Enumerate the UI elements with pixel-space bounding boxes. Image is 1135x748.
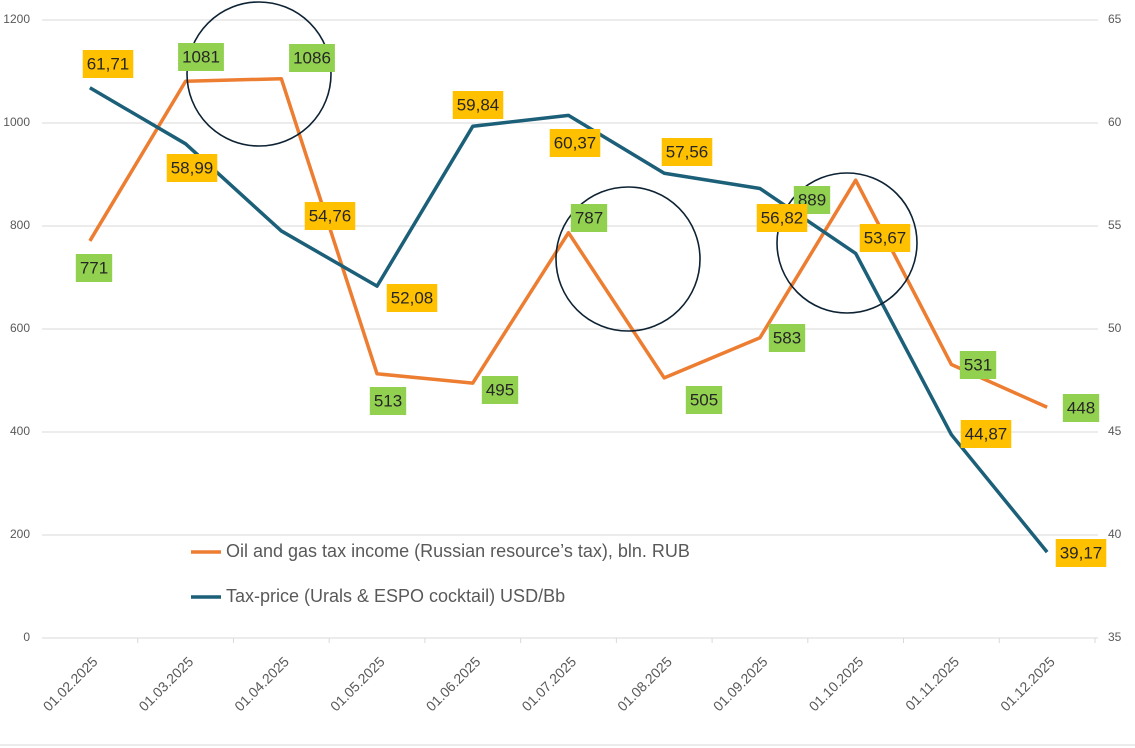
y-tick-label: 1000	[3, 115, 30, 129]
label-box	[178, 43, 224, 71]
y-tick-label: 0	[23, 630, 30, 644]
y-tick-label: 200	[10, 527, 30, 541]
y2-tick-label: 65	[1108, 12, 1122, 26]
y-tick-label: 800	[10, 218, 30, 232]
label-box	[82, 50, 134, 78]
data-label: 60,37	[554, 133, 597, 152]
circle	[186, 1, 332, 147]
data-label: 56,82	[761, 208, 804, 227]
circle	[776, 172, 918, 314]
data-label: 787	[575, 208, 603, 227]
data-label: 531	[964, 355, 992, 374]
data-label: 495	[486, 380, 514, 399]
data-label: 505	[690, 390, 718, 409]
label-box	[481, 376, 519, 404]
legend: Oil and gas tax income (Russian resource…	[191, 541, 690, 606]
label-box	[1055, 539, 1107, 567]
label-box	[549, 129, 601, 157]
label-box	[304, 202, 356, 230]
y2-tick-label: 55	[1108, 218, 1122, 232]
annotation-circles	[186, 1, 918, 332]
label-box	[685, 386, 723, 414]
y-tick-label: 600	[10, 321, 30, 335]
label-box	[959, 351, 997, 379]
y2-tick-label: 40	[1108, 527, 1122, 541]
data-label: 52,08	[391, 288, 434, 307]
series-line	[88, 86, 1049, 554]
label-box	[756, 204, 808, 232]
legend-label: Oil and gas tax income (Russian resource…	[226, 541, 690, 561]
data-label: 448	[1067, 398, 1095, 417]
data-label: 1081	[182, 47, 220, 66]
data-label: 53,67	[864, 228, 907, 247]
label-box	[166, 154, 218, 182]
label-box	[960, 420, 1012, 448]
data-label: 59,84	[457, 95, 500, 114]
label-box	[452, 91, 504, 119]
data-label: 583	[773, 328, 801, 347]
circle	[555, 186, 701, 332]
y2-tick-label: 60	[1108, 115, 1122, 129]
label-box	[289, 44, 335, 72]
y2-tick-label: 45	[1108, 424, 1122, 438]
y2-tick-label: 35	[1108, 630, 1122, 644]
data-label: 39,17	[1060, 543, 1103, 562]
data-label: 54,76	[309, 206, 352, 225]
legend-label: Tax-price (Urals & ESPO cocktail) USD/Bb	[226, 586, 565, 606]
data-label: 44,87	[965, 424, 1008, 443]
label-box	[369, 387, 407, 415]
label-box	[386, 284, 438, 312]
data-label: 58,99	[171, 158, 214, 177]
data-label: 1086	[293, 48, 331, 67]
data-label: 513	[374, 391, 402, 410]
label-box	[1062, 394, 1100, 422]
label-box	[661, 138, 713, 166]
label-box	[75, 254, 113, 282]
y2-tick-label: 50	[1108, 321, 1122, 335]
label-box	[768, 324, 806, 352]
label-box	[570, 204, 608, 232]
y-tick-label: 1200	[3, 12, 30, 26]
data-label: 57,56	[666, 142, 709, 161]
label-box	[859, 224, 911, 252]
data-label: 61,71	[87, 54, 130, 73]
data-label: 771	[80, 258, 108, 277]
y-tick-label: 400	[10, 424, 30, 438]
